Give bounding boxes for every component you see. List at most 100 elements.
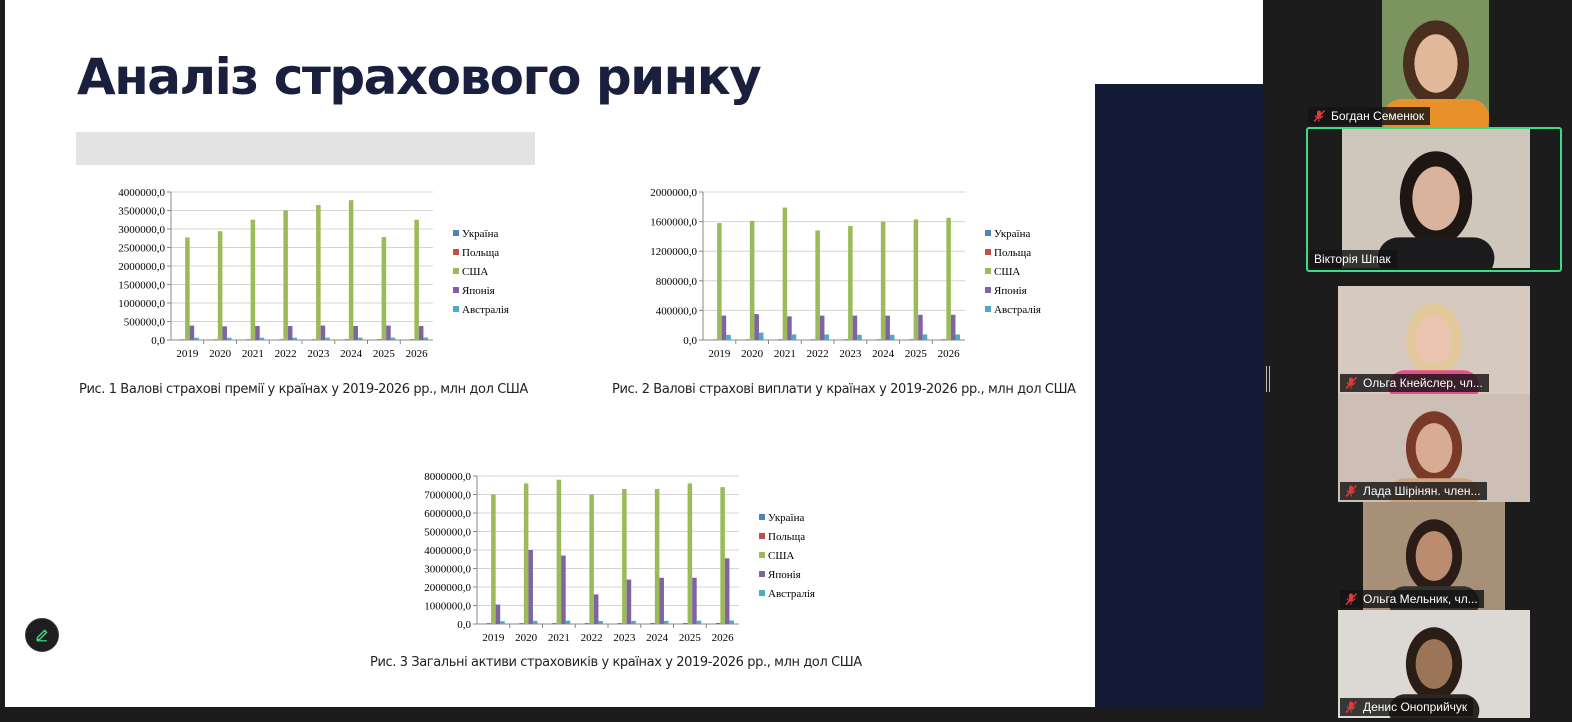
bar-2021-4: [787, 316, 792, 340]
legend-label: Україна: [994, 228, 1030, 240]
legend-label: Японія: [768, 569, 801, 581]
bar-2021-3: [250, 219, 256, 340]
legend-swatch: [759, 533, 765, 539]
bar-2019-3: [185, 237, 190, 340]
caption-figure-1: Рис. 1 Валові страхові премії у країнах …: [79, 382, 528, 397]
legend-swatch: [985, 249, 991, 255]
bar-2024-2: [344, 339, 349, 340]
participant-video: [1342, 129, 1530, 268]
bar-2022-3: [589, 494, 594, 624]
y-tick-label: 5000000,0: [424, 527, 471, 539]
bar-2026-2: [715, 623, 721, 624]
participant-name-label: Богдан Семенюк: [1308, 107, 1431, 125]
bar-2025-2: [909, 339, 914, 340]
bar-2023-2: [311, 339, 317, 340]
legend-label: Австралія: [994, 304, 1041, 316]
bar-2019-2: [486, 623, 492, 624]
legend-swatch: [985, 306, 991, 312]
legend-swatch: [453, 306, 459, 312]
x-tick-label: 2020: [515, 632, 538, 644]
bar-2019-3: [491, 494, 496, 624]
bar-2020-2: [213, 339, 218, 340]
bar-2025-3: [913, 219, 919, 340]
bar-2024-3: [880, 221, 886, 340]
slide-title: Аналіз страхового ринку: [77, 48, 762, 106]
annotate-pen-button[interactable]: [25, 618, 59, 652]
participant-tile[interactable]: Вікторія Шпак: [1306, 127, 1562, 272]
muted-mic-icon: [1345, 593, 1358, 605]
bar-2020-4: [222, 326, 227, 340]
bar-2024-5: [889, 334, 895, 340]
bar-2026-3: [720, 487, 725, 624]
bar-2022-4: [287, 325, 293, 340]
bar-2026-5: [729, 620, 734, 624]
bar-2022-5: [824, 334, 829, 340]
participant-tile[interactable]: Ольга Мельник, чл...: [1338, 502, 1530, 610]
bar-2024-4: [353, 325, 358, 340]
x-tick-label: 2021: [242, 348, 264, 360]
bar-2025-4: [918, 314, 923, 340]
bar-2025-2: [377, 339, 382, 340]
y-tick-label: 1000000,0: [118, 298, 165, 310]
y-tick-label: 3500000,0: [118, 206, 165, 218]
x-tick-label: 2020: [209, 348, 232, 360]
caption-figure-2: Рис. 2 Валові страхові виплати у країнах…: [612, 382, 1076, 397]
bar-2026-4: [418, 325, 424, 340]
participant-tile[interactable]: Лада Шірінян. член...: [1338, 394, 1530, 502]
bar-2020-3: [749, 220, 755, 340]
bar-2026-4: [724, 558, 730, 624]
chart-svg: 0,0 500000,0 1000000,0 1500000,0 2000000,0 25…: [118, 187, 509, 360]
legend-swatch: [759, 514, 765, 520]
bar-2021-4: [255, 325, 260, 340]
legend-label: США: [462, 266, 488, 278]
presentation-slide: Аналіз страхового ринку 0,0 500000,0 10000…: [5, 0, 1263, 707]
y-tick-label: 800000,0: [656, 276, 698, 288]
x-tick-label: 2024: [872, 348, 895, 360]
bar-2019-4: [495, 604, 501, 624]
bar-2022-4: [819, 315, 825, 340]
chart-svg: 0,0 400000,0 800000,0 1200000,0 1600000,0 200…: [650, 187, 1041, 360]
x-tick-label: 2026: [712, 632, 735, 644]
legend-label: США: [994, 266, 1020, 278]
bar-2020-4: [754, 314, 759, 340]
participant-tile[interactable]: Богдан Семенюк: [1306, 0, 1489, 127]
y-tick-label: 0,0: [457, 619, 471, 631]
bar-2025-5: [390, 337, 396, 340]
bar-2025-2: [683, 623, 688, 624]
bar-2020-5: [532, 620, 538, 624]
bar-2021-2: [246, 339, 251, 340]
bar-2024-2: [876, 339, 881, 340]
x-tick-label: 2021: [548, 632, 570, 644]
bar-2026-5: [955, 334, 960, 340]
legend-label: Польща: [994, 247, 1031, 259]
legend-label: Австралія: [768, 588, 815, 600]
legend-swatch: [453, 230, 459, 236]
bar-2020-4: [528, 550, 533, 624]
bar-2020-3: [217, 231, 223, 340]
legend-swatch: [985, 230, 991, 236]
bar-2023-4: [320, 325, 326, 340]
chart-gross-premiums: 0,0 500000,0 1000000,0 1500000,0 2000000,0 25…: [103, 184, 523, 368]
bar-2021-5: [565, 620, 571, 624]
x-tick-label: 2024: [340, 348, 363, 360]
chart-svg: 0,0 1000000,0 2000000,0 3000000,0 4000000,0 5…: [424, 471, 815, 644]
y-tick-label: 1600000,0: [650, 217, 697, 229]
participant-video: [1382, 0, 1489, 127]
x-tick-label: 2024: [646, 632, 669, 644]
bar-2023-3: [622, 488, 627, 624]
participant-name-label: Лада Шірінян. член...: [1340, 482, 1487, 500]
bar-2026-3: [946, 217, 951, 340]
chart-gross-payouts: 0,0 400000,0 800000,0 1200000,0 1600000,0 200…: [635, 184, 1055, 368]
x-tick-label: 2019: [176, 348, 199, 360]
bar-2024-4: [659, 577, 664, 624]
legend-label: Японія: [462, 285, 495, 297]
legend-label: США: [768, 550, 794, 562]
bar-2023-5: [631, 620, 636, 624]
bar-2023-3: [848, 226, 853, 340]
participant-tile[interactable]: Ольга Кнейслер, чл...: [1338, 286, 1530, 394]
bar-2020-2: [519, 623, 524, 624]
bar-2025-3: [381, 237, 387, 340]
panel-resize-handle[interactable]: [1266, 366, 1270, 392]
title-underline-bar: [76, 132, 535, 165]
participant-tile[interactable]: Денис Оноприйчук: [1338, 610, 1530, 718]
